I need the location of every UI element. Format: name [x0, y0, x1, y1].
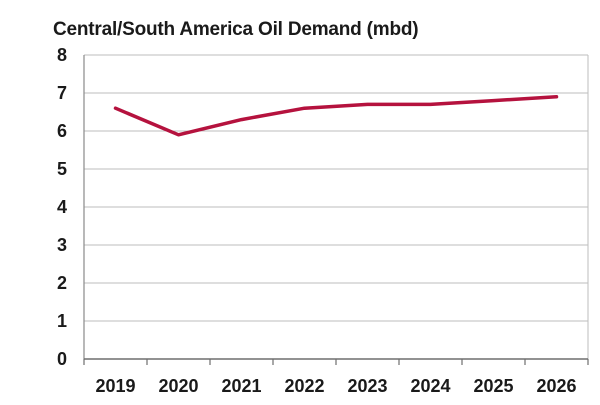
y-tick-label: 8: [57, 45, 67, 65]
x-tick-label: 2021: [221, 376, 261, 396]
y-tick-labels: 0 1 2 3 4 5 6 7 8: [57, 45, 67, 369]
x-tick-label: 2023: [347, 376, 387, 396]
gridlines: [84, 54, 588, 322]
series: [113, 95, 559, 137]
x-tick-label: 2019: [95, 376, 135, 396]
y-tick-label: 5: [57, 159, 67, 179]
x-tick-label: 2020: [158, 376, 198, 396]
y-tick-label: 3: [57, 235, 67, 255]
axes: [83, 55, 589, 365]
x-tick-label: 2022: [284, 376, 324, 396]
y-tick-label: 2: [57, 273, 67, 293]
y-tick-label: 4: [57, 197, 67, 217]
x-tick-label: 2025: [473, 376, 513, 396]
chart-title: Central/South America Oil Demand (mbd): [53, 19, 419, 40]
x-tick-label: 2026: [536, 376, 576, 396]
x-tick-labels: 2019 2020 2021 2022 2023 2024 2025 2026: [95, 376, 576, 396]
y-tick-label: 1: [57, 311, 67, 331]
y-tick-label: 0: [57, 349, 67, 369]
y-tick-label: 6: [57, 121, 67, 141]
x-tick-label: 2024: [410, 376, 450, 396]
series-line: [113, 95, 559, 137]
y-tick-label: 7: [57, 83, 67, 103]
